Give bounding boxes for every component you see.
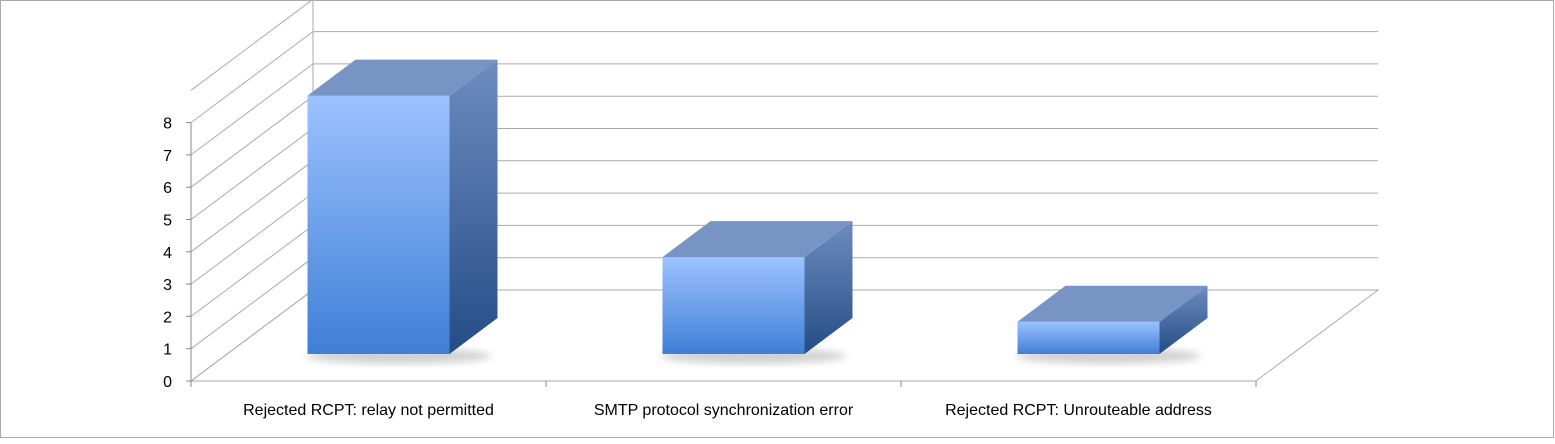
gridline-diagonal: [190, 257, 314, 350]
labels: Rejected RCPT: relay not permitted SMTP p…: [243, 402, 1212, 419]
y-tick-label: 7: [163, 148, 172, 165]
y-tick-label: 2: [163, 309, 172, 326]
bar-front: [1017, 321, 1160, 354]
y-tick-label: 8: [163, 116, 172, 133]
gridline-diagonal: [190, 192, 314, 285]
axes: 0 1 2 3 4 5 6 7 8: [163, 116, 1257, 391]
bar: [660, 221, 853, 364]
bar-side: [804, 221, 853, 354]
bar: [305, 59, 498, 364]
bar-top: [307, 59, 498, 96]
x-category-label: SMTP protocol synchronization error: [594, 402, 854, 419]
y-tick-label: 5: [163, 213, 172, 230]
bar-front: [662, 257, 805, 354]
bars: [305, 59, 1208, 364]
bar-front: [307, 95, 450, 354]
gridline-diagonal: [190, 0, 313, 91]
gridline-diagonal: [190, 128, 314, 220]
bar: [1015, 285, 1208, 364]
gridline-diagonal: [190, 63, 314, 156]
y-tick-label: 0: [163, 374, 172, 391]
gridline-diagonal: [190, 31, 314, 124]
gridline-diagonal: [190, 160, 314, 253]
y-tick-label: 1: [163, 342, 172, 359]
x-category-label: Rejected RCPT: relay not permitted: [243, 402, 494, 419]
bar-top: [1017, 285, 1208, 322]
gridline-diagonal: [190, 95, 314, 188]
y-tick-label: 4: [163, 245, 172, 262]
bar-side: [1159, 285, 1208, 354]
gridline-diagonal: [190, 224, 314, 317]
x-category-label: Rejected RCPT: Unrouteable address: [945, 402, 1212, 419]
bar-side: [449, 59, 498, 354]
y-tick-label: 6: [163, 180, 172, 197]
y-tick-label: 3: [163, 277, 172, 294]
bar-top: [662, 221, 853, 258]
